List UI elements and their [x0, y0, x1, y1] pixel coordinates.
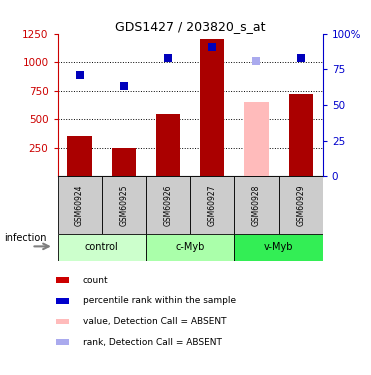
- Bar: [56, 298, 69, 304]
- Bar: [58, 176, 102, 234]
- Text: GSM60929: GSM60929: [296, 184, 305, 226]
- Bar: [146, 176, 190, 234]
- Text: value, Detection Call = ABSENT: value, Detection Call = ABSENT: [83, 317, 226, 326]
- Text: GSM60926: GSM60926: [164, 184, 173, 226]
- Text: GSM60925: GSM60925: [119, 184, 128, 226]
- Text: percentile rank within the sample: percentile rank within the sample: [83, 296, 236, 305]
- Bar: [56, 278, 69, 283]
- Bar: [146, 234, 234, 261]
- Bar: [156, 114, 180, 176]
- Text: GSM60928: GSM60928: [252, 184, 261, 226]
- Title: GDS1427 / 203820_s_at: GDS1427 / 203820_s_at: [115, 20, 265, 33]
- Bar: [244, 102, 269, 176]
- Bar: [56, 339, 69, 345]
- Bar: [112, 148, 136, 176]
- Text: c-Myb: c-Myb: [175, 243, 205, 252]
- Bar: [200, 39, 224, 176]
- Text: rank, Detection Call = ABSENT: rank, Detection Call = ABSENT: [83, 338, 222, 346]
- Bar: [190, 176, 234, 234]
- Bar: [279, 176, 323, 234]
- Text: control: control: [85, 243, 119, 252]
- Bar: [58, 234, 146, 261]
- Bar: [234, 176, 279, 234]
- Text: v-Myb: v-Myb: [264, 243, 293, 252]
- Text: GSM60924: GSM60924: [75, 184, 84, 226]
- Text: count: count: [83, 276, 108, 285]
- Bar: [56, 319, 69, 324]
- Text: GSM60927: GSM60927: [208, 184, 217, 226]
- Text: infection: infection: [4, 233, 46, 243]
- Bar: [68, 136, 92, 176]
- Bar: [289, 94, 313, 176]
- Bar: [234, 234, 323, 261]
- Bar: [102, 176, 146, 234]
